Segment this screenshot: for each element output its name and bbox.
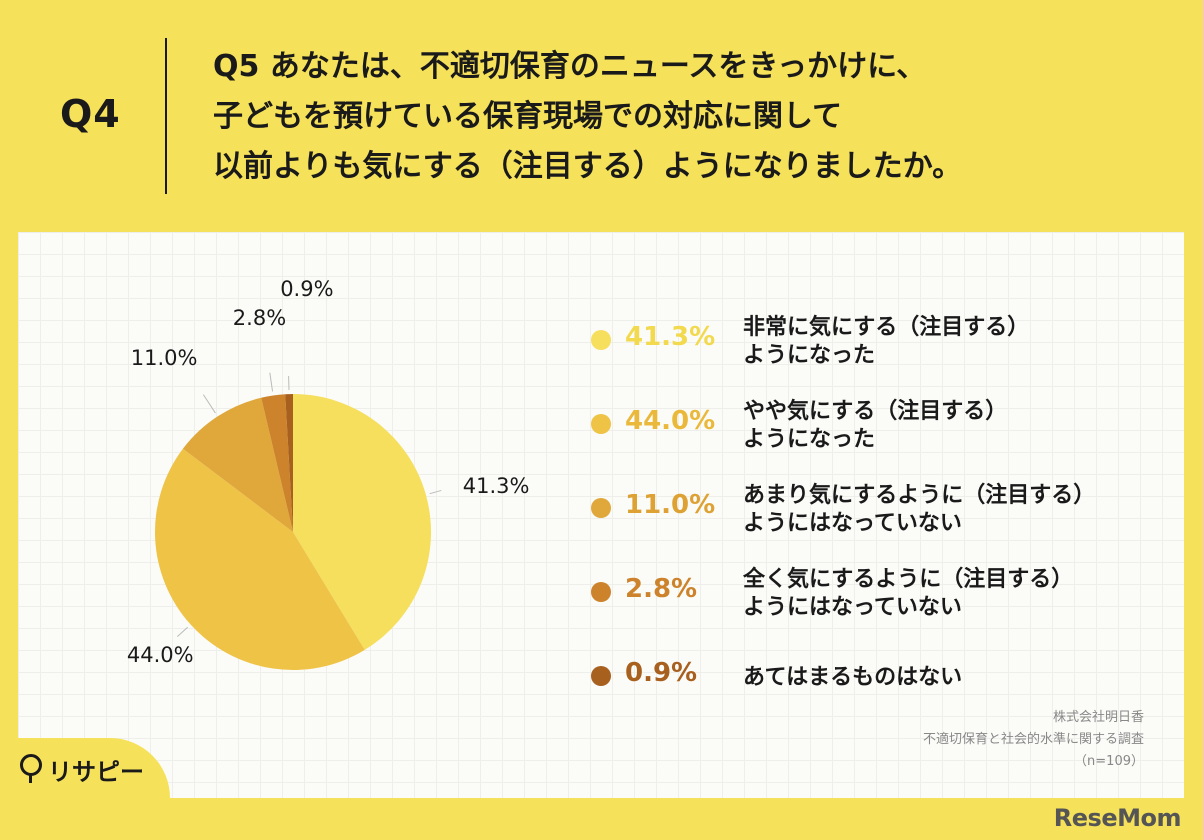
- legend-item-not-at-all: 2.8% 全く気にするように（注目する） ようにはなっていない: [583, 566, 1173, 626]
- legend-dot: [591, 498, 611, 518]
- legend-item-somewhat: 44.0% やや気にする（注目する） ようになった: [583, 398, 1173, 458]
- legend-label-line: ようにはなっていない: [743, 511, 962, 536]
- brand-watermark: ReseMom: [1053, 804, 1182, 832]
- pie-value-label: 0.9%: [280, 277, 334, 302]
- legend-percent: 11.0%: [625, 490, 716, 520]
- pie-value-label: 41.3%: [462, 473, 530, 498]
- legend-label-line: あてはまるものはない: [743, 665, 963, 690]
- legend-percent: 41.3%: [625, 322, 716, 352]
- legend-dot: [591, 330, 611, 350]
- logo-text: リサピー: [48, 758, 144, 786]
- pie-value-label: 11.0%: [130, 345, 198, 370]
- legend-label-line: 非常に気にする（注目する）: [743, 315, 1030, 340]
- legend-label-line: 全く気にするように（注目する）: [743, 567, 1074, 592]
- question-line-2: 子どもを預けている保育現場での対応に関して: [213, 99, 843, 134]
- legend-dot: [591, 666, 611, 686]
- pie-value-label: 44.0%: [126, 643, 194, 668]
- pie-slice: [293, 394, 432, 650]
- legend-dot: [591, 414, 611, 434]
- legend-item-none: 0.9% あてはまるものはない: [583, 650, 1173, 710]
- pie-slice: [154, 448, 365, 670]
- pin-icon: [20, 754, 42, 783]
- source-note: 株式会社明日香 不適切保育と社会的水準に関する調査 （n=109）: [923, 707, 1144, 773]
- legend-percent: 44.0%: [625, 406, 716, 436]
- pie-slice: [182, 397, 293, 532]
- source-sample-size: （n=109）: [1074, 754, 1144, 769]
- legend-label-line: あまり気にするように（注目する）: [743, 483, 1096, 508]
- question-line-1: Q5 あなたは、不適切保育のニュースをきっかけに、: [213, 49, 927, 84]
- legend-item-very: 41.3% 非常に気にする（注目する） ようになった: [583, 314, 1173, 374]
- leader-line: [202, 394, 216, 414]
- legend-percent: 0.9%: [625, 658, 698, 688]
- chart-card: 41.3% 44.0% 11.0% 2.8% 0.9% 41.3% 非常に気にする（注目…: [18, 232, 1184, 798]
- pie-slice: [261, 394, 293, 532]
- leader-line: [269, 372, 274, 392]
- header-divider: [165, 38, 167, 194]
- pie-chart: [154, 372, 442, 670]
- leader-line: [176, 626, 189, 637]
- question-number: Q4: [60, 92, 121, 136]
- legend-label-line: やや気にする（注目する）: [743, 399, 1008, 424]
- question-text: Q5 あなたは、不適切保育のニュースをきっかけに、 子どもを預けている保育現場で…: [213, 42, 1173, 192]
- legend-label-line: ようになった: [743, 427, 876, 452]
- pie-value-label: 2.8%: [232, 305, 287, 330]
- source-company: 株式会社明日香: [1052, 710, 1144, 725]
- source-survey: 不適切保育と社会的水準に関する調査: [922, 732, 1144, 747]
- legend-label-line: ようにはなっていない: [743, 595, 962, 620]
- legend-label-line: ようになった: [743, 343, 876, 368]
- logo: リサピー: [0, 738, 170, 798]
- question-line-3: 以前よりも気にする（注目する）ようになりましたか。: [213, 149, 963, 184]
- pie-slice: [285, 394, 293, 532]
- legend-dot: [591, 582, 611, 602]
- legend-percent: 2.8%: [625, 574, 698, 604]
- leader-line: [429, 489, 442, 495]
- legend-item-not-much: 11.0% あまり気にするように（注目する） ようにはなっていない: [583, 482, 1173, 542]
